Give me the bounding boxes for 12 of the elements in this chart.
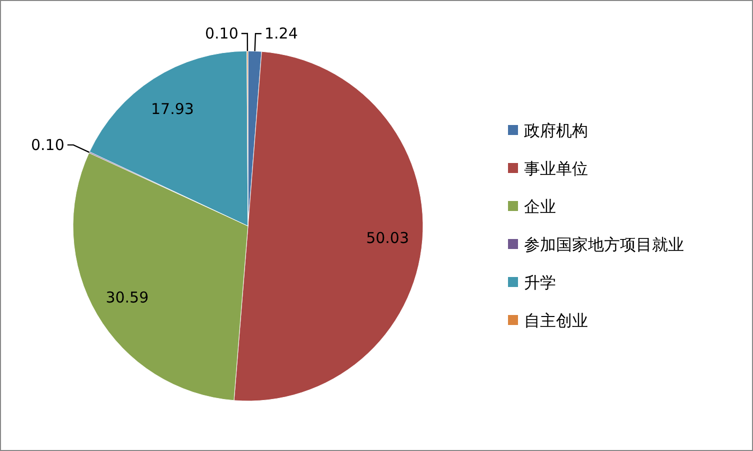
data-label: 0.10 — [204, 24, 238, 42]
data-label: 50.03 — [366, 229, 410, 248]
legend-label: 企业 — [524, 197, 556, 216]
legend-label: 参加国家地方项目就业 — [524, 235, 684, 254]
data-label: 30.59 — [106, 288, 149, 307]
data-label: 1.24 — [264, 24, 298, 43]
legend-label: 政府机构 — [524, 121, 588, 140]
legend-label: 自主创业 — [524, 311, 588, 330]
data-label: 17.93 — [151, 100, 194, 118]
data-label: 0.10 — [30, 136, 64, 154]
legend-label: 升学 — [524, 273, 556, 292]
legend-label: 事业单位 — [524, 159, 588, 178]
